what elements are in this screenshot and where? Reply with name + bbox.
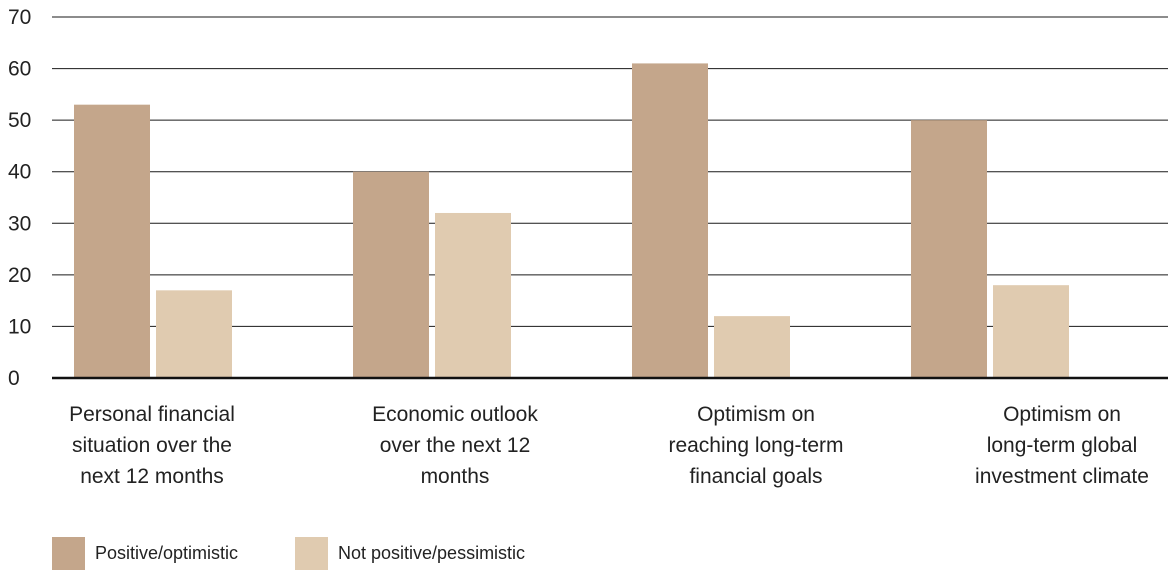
- bar-chart: 0 10 20 30 40 50 60 70: [8, 6, 1168, 390]
- legend-item-positive: Positive/optimistic: [52, 537, 238, 570]
- bar-positive: [911, 120, 987, 379]
- x-category-label-line: situation over the: [72, 434, 232, 457]
- bar-negative: [435, 212, 511, 378]
- y-tick-label: 50: [8, 109, 31, 132]
- x-category-label-line: months: [420, 465, 490, 488]
- bar-positive: [74, 104, 150, 379]
- bar-positive: [632, 63, 708, 379]
- y-tick-label: 20: [8, 264, 31, 287]
- x-category-label-line: Personal financial: [69, 403, 235, 426]
- legend-item-negative: Not positive/pessimistic: [295, 537, 525, 570]
- x-category-label-line: reaching long-term: [668, 434, 844, 457]
- x-category-label-line: over the next 12: [379, 434, 531, 457]
- y-tick-label: 40: [8, 161, 31, 184]
- x-category-label-line: financial goals: [689, 465, 823, 488]
- x-category-label-line: Optimism on: [697, 403, 815, 426]
- legend-swatch-positive: [52, 537, 85, 570]
- bar-negative: [714, 316, 790, 378]
- y-tick-label: 60: [8, 58, 31, 81]
- x-category-label-line: investment climate: [975, 465, 1149, 488]
- legend-label-negative: Not positive/pessimistic: [338, 543, 526, 563]
- x-category-label-line: long-term global: [986, 434, 1138, 457]
- y-tick-label: 0: [8, 367, 20, 390]
- x-category-label-line: Economic outlook: [372, 403, 538, 426]
- y-tick-label: 30: [8, 212, 31, 235]
- bar-negative: [993, 285, 1069, 378]
- bar-positive: [353, 171, 429, 378]
- y-tick-label: 10: [8, 315, 31, 338]
- x-category-label-line: Optimism on: [1003, 403, 1121, 426]
- x-category-label: Optimism on long-term global investment cl…: [942, 399, 1168, 492]
- x-category-label: Personal financial situation over the next…: [32, 399, 272, 492]
- x-category-label: Economic outlook over the next 12 months: [335, 399, 575, 492]
- bar-negative: [156, 290, 232, 378]
- y-tick-label: 70: [8, 6, 31, 29]
- legend-label-positive: Positive/optimistic: [95, 543, 239, 563]
- x-category-label: Optimism on reaching long-term financial g…: [636, 399, 876, 492]
- legend-swatch-negative: [295, 537, 328, 570]
- x-category-label-line: next 12 months: [80, 465, 224, 488]
